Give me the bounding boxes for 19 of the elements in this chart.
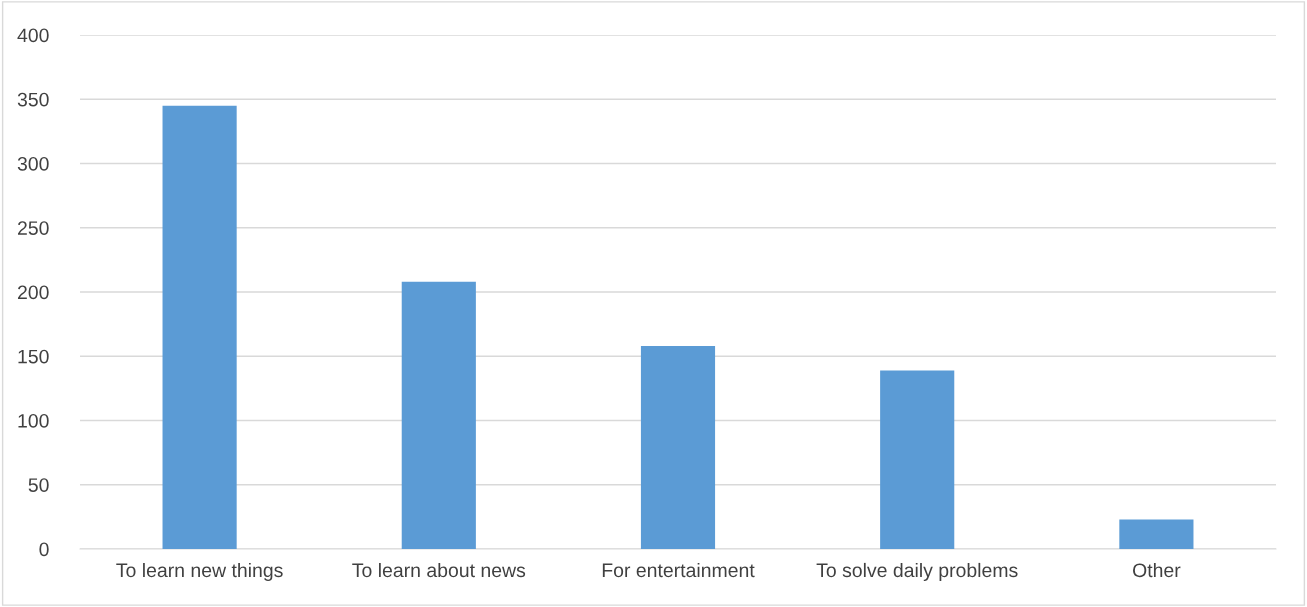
x-tick-label: To solve daily problems: [816, 562, 1018, 582]
y-tick-label: 0: [39, 542, 49, 557]
y-tick-label: 400: [17, 28, 49, 43]
bar: [162, 105, 237, 549]
y-tick-label: 200: [17, 285, 49, 300]
y-tick-label: 250: [17, 221, 49, 235]
x-tick-label: To learn new things: [116, 562, 283, 582]
y-tick-label: 100: [18, 413, 49, 428]
bar: [880, 370, 955, 549]
y-tick-label: 300: [17, 156, 49, 171]
bar: [401, 281, 476, 549]
x-tick-label: To learn about news: [352, 562, 526, 578]
bar: [1119, 519, 1194, 549]
x-tick-label: Other: [1133, 562, 1181, 578]
x-tick-label: For entertainment: [602, 562, 755, 578]
y-tick-label: 150: [18, 349, 49, 364]
y-tick-label: 350: [17, 92, 49, 107]
y-tick-label: 50: [28, 478, 49, 492]
bar: [640, 345, 716, 549]
